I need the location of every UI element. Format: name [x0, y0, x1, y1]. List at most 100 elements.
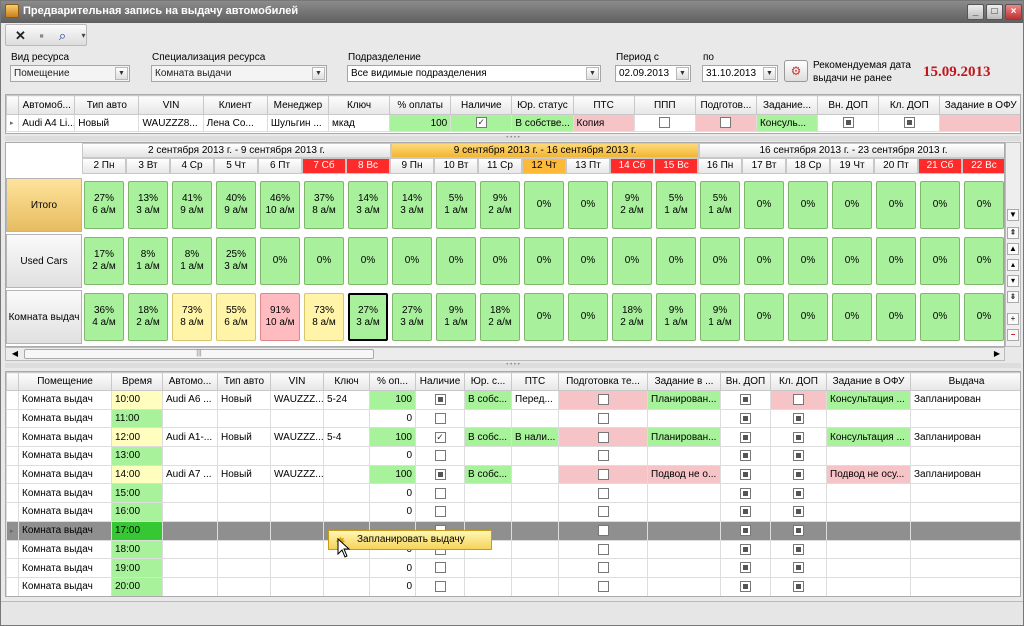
checkbox[interactable]: [434, 450, 446, 462]
cell-int-dop[interactable]: [720, 502, 771, 522]
schedule-cell[interactable]: 18% 2 а/м: [612, 293, 652, 341]
cell-key[interactable]: 5-24: [323, 390, 370, 410]
scroll-down-icon[interactable]: ▼: [1007, 209, 1019, 221]
schedule-cell[interactable]: 0%: [568, 181, 608, 229]
checkbox-indeterminate[interactable]: [740, 543, 751, 555]
checkbox[interactable]: [597, 412, 609, 424]
cell-payment[interactable]: 0: [369, 576, 416, 596]
cell-ppp[interactable]: [633, 114, 696, 132]
cell-type[interactable]: [217, 576, 271, 596]
col-vin[interactable]: VIN: [138, 95, 204, 115]
col-client[interactable]: Клиент: [202, 95, 268, 115]
checkbox-indeterminate[interactable]: [740, 412, 751, 424]
cell-task[interactable]: Подвод не о...: [647, 464, 721, 485]
col-pts[interactable]: ПТС: [511, 372, 559, 391]
col-vin[interactable]: VIN: [270, 372, 324, 391]
table-row[interactable]: Комната выдач 12:00 Audi A1-... Новый WAUZZZ…: [6, 427, 1020, 448]
cell-prep[interactable]: [558, 427, 648, 448]
minimize-button[interactable]: _: [967, 4, 984, 20]
schedule-cell[interactable]: 41% 9 а/м: [172, 181, 212, 229]
cell-room[interactable]: Комната выдач: [18, 427, 112, 448]
schedule-cell[interactable]: 0%: [524, 181, 564, 229]
table-row[interactable]: Комната выдач 10:00 Audi A6 ... Новый WAUZZZ…: [6, 390, 1020, 410]
cell-type[interactable]: [217, 502, 271, 522]
cell-cl-dop[interactable]: [770, 390, 827, 410]
cell-pts[interactable]: [511, 558, 559, 578]
cell-vin[interactable]: WAUZZZ...: [270, 427, 324, 448]
schedule-row-header[interactable]: Итого: [6, 178, 82, 232]
cell-vin[interactable]: [270, 483, 324, 504]
col-key[interactable]: Ключ: [327, 95, 391, 115]
cell-car[interactable]: [162, 520, 218, 541]
cell-cl-dop[interactable]: [770, 558, 827, 578]
schedule-cell[interactable]: 0%: [964, 293, 1004, 341]
cell-room[interactable]: Комната выдач: [18, 502, 112, 522]
schedule-cell[interactable]: 5% 1 а/м: [656, 181, 696, 229]
schedule-cell[interactable]: 0%: [832, 293, 872, 341]
col-time[interactable]: Время: [111, 372, 163, 391]
checkbox-indeterminate[interactable]: [793, 581, 804, 593]
cell-prep[interactable]: [558, 408, 648, 429]
cell-room[interactable]: Комната выдач: [18, 520, 112, 541]
checkbox-indeterminate[interactable]: [793, 487, 804, 499]
cell-payment[interactable]: 100: [369, 464, 416, 485]
col-payment[interactable]: % оплаты: [389, 95, 452, 115]
cell-vin[interactable]: WAUZZZ...: [270, 464, 324, 485]
schedule-row-header[interactable]: Комната выдач: [6, 290, 82, 344]
cell-vin[interactable]: WAUZZZ...: [270, 390, 324, 410]
period-from-date[interactable]: 02.09.2013 ▼: [615, 65, 691, 82]
cell-legal-status[interactable]: [464, 576, 512, 596]
cell-issue[interactable]: [910, 539, 1020, 560]
schedule-cell[interactable]: 0%: [568, 293, 608, 341]
col-cl-dop[interactable]: Кл. ДОП: [878, 95, 941, 115]
cell-client[interactable]: Лена Со...: [202, 114, 268, 132]
binoculars-icon[interactable]: ⌕: [58, 28, 67, 43]
splitter[interactable]: • • • •: [5, 362, 1021, 368]
cell-legal-status[interactable]: [464, 483, 512, 504]
cell-ofu-task[interactable]: [826, 576, 911, 596]
cell-prep[interactable]: [558, 390, 648, 410]
cell-pts[interactable]: Перед...: [511, 390, 559, 410]
cell-prep[interactable]: [558, 483, 648, 504]
schedule-cell[interactable]: 0%: [920, 293, 960, 341]
cell-key[interactable]: [323, 408, 370, 429]
schedule-cell[interactable]: 13% 3 а/м: [128, 181, 168, 229]
cell-prep[interactable]: [558, 558, 648, 578]
cell-key[interactable]: [323, 502, 370, 522]
cell-availability[interactable]: [415, 408, 465, 429]
cell-cl-dop[interactable]: [770, 576, 827, 596]
checkbox-indeterminate[interactable]: [740, 394, 751, 406]
schedule-cell[interactable]: 55% 6 а/м: [216, 293, 256, 341]
chevron-down-icon[interactable]: ▾: [81, 31, 86, 40]
schedule-cell[interactable]: 0%: [832, 181, 872, 229]
cell-issue[interactable]: [910, 576, 1020, 596]
col-type[interactable]: Тип авто: [217, 372, 271, 391]
cell-key[interactable]: [323, 446, 370, 466]
cell-issue[interactable]: Запланирован: [910, 464, 1020, 485]
cell-ofu-task[interactable]: [826, 483, 911, 504]
cell-time[interactable]: 11:00: [111, 408, 163, 429]
table-row[interactable]: ▸ Audi A4 Li... Новый WAUZZZ8... Лена Со…: [6, 114, 1020, 132]
cell-payment[interactable]: 0: [369, 502, 416, 522]
cell-time[interactable]: 10:00: [111, 390, 163, 410]
checkbox[interactable]: [434, 506, 446, 518]
cell-pts[interactable]: [511, 464, 559, 485]
cell-issue[interactable]: [910, 520, 1020, 541]
table-row[interactable]: Комната выдач 13:00 0: [6, 446, 1020, 466]
cell-car[interactable]: [162, 408, 218, 429]
checkbox[interactable]: [597, 525, 609, 537]
cell-manager[interactable]: Шульгин ...: [266, 114, 329, 132]
cell-type[interactable]: [217, 520, 271, 541]
schedule-cell[interactable]: 9% 2 а/м: [480, 181, 520, 229]
schedule-cell[interactable]: 0%: [788, 293, 828, 341]
schedule-horizontal-scrollbar[interactable]: ◀ ||| ▶: [5, 347, 1005, 361]
cell-pts[interactable]: [511, 483, 559, 504]
cell-task[interactable]: Консуль...: [755, 114, 819, 132]
cell-prep[interactable]: [558, 502, 648, 522]
cell-legal-status[interactable]: [464, 446, 512, 466]
schedule-row-header[interactable]: Used Cars: [6, 234, 82, 288]
checkbox[interactable]: [597, 431, 609, 443]
checkbox-indeterminate[interactable]: [434, 469, 446, 481]
col-type[interactable]: Тип авто: [74, 95, 140, 115]
schedule-cell[interactable]: 0%: [832, 237, 872, 285]
